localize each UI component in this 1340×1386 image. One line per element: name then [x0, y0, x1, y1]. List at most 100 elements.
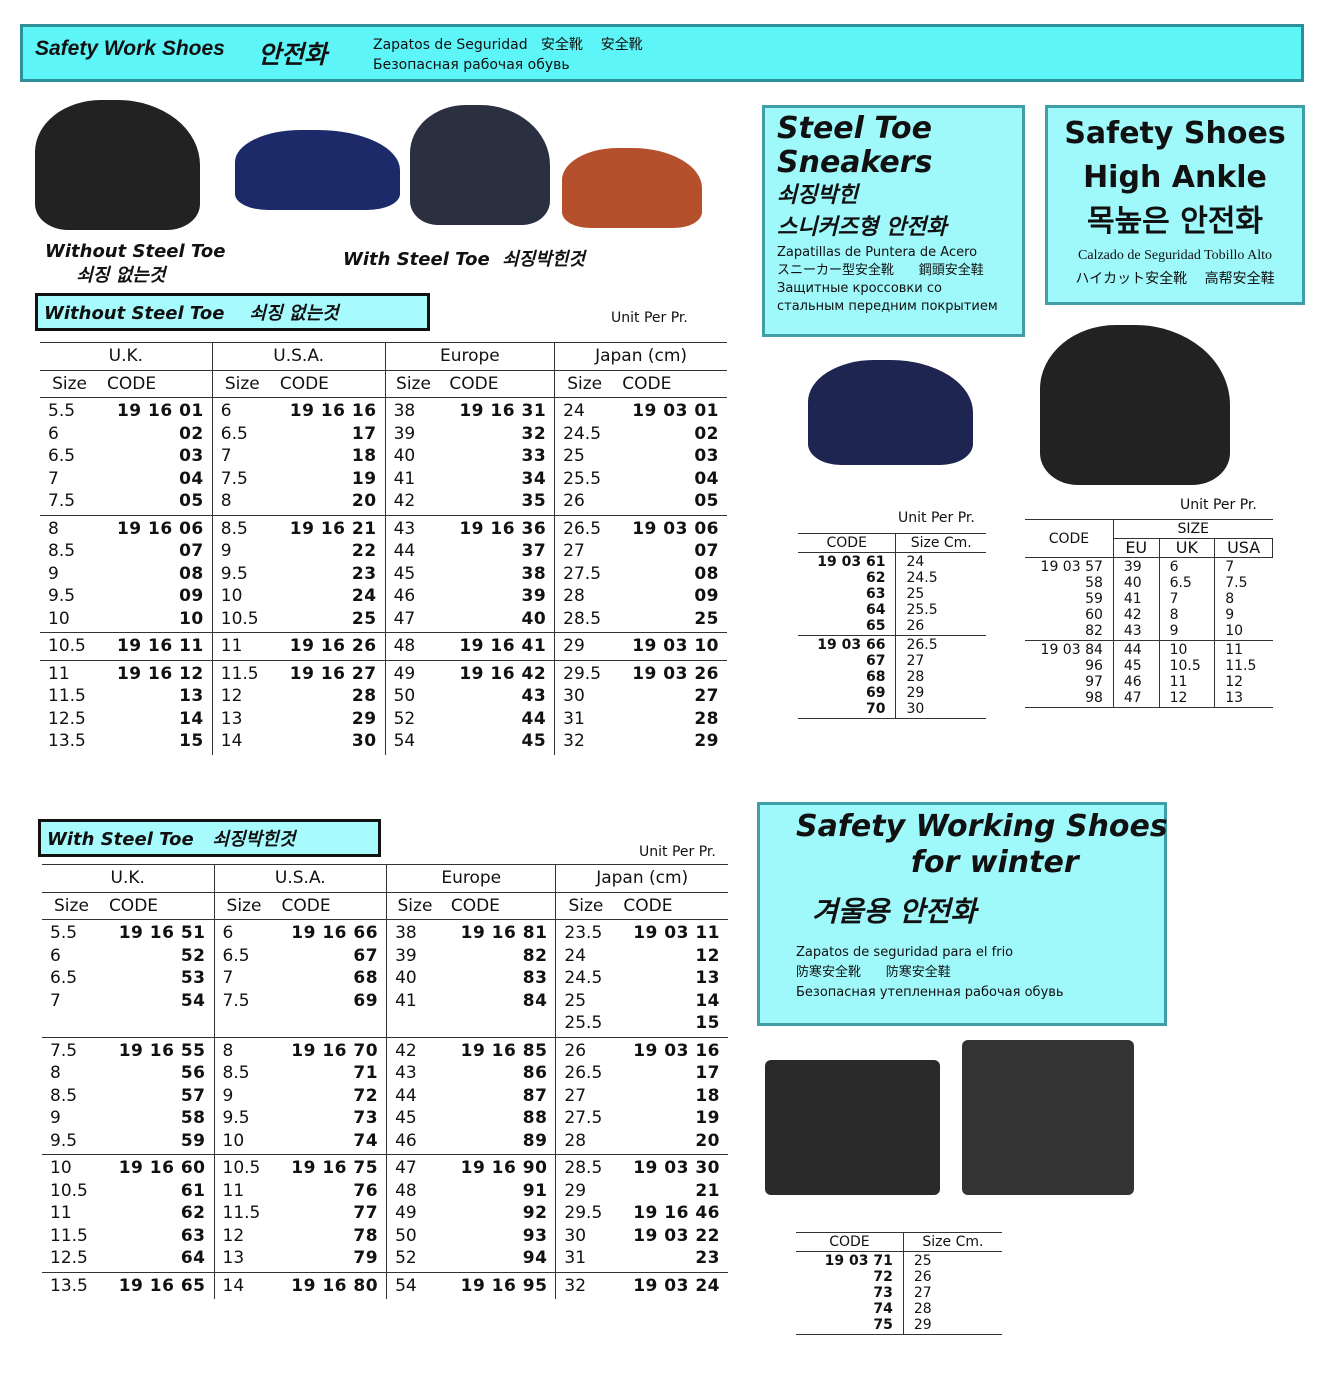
- column-header: CODE: [615, 892, 728, 920]
- size-cell: 38 39 40 41 42: [384, 397, 442, 515]
- size-cell: 42 43 44 45 46: [386, 1036, 443, 1155]
- column-header: Size: [40, 370, 100, 398]
- column-header: CODE: [1025, 519, 1114, 558]
- column-header: CODE: [99, 370, 213, 398]
- code-cell: 19 16 55 56 57 58 59: [100, 1036, 215, 1155]
- column-header: Size: [213, 892, 274, 920]
- size-cell: 14: [213, 1271, 274, 1299]
- code-cell: 19 03 84 96 97 98: [1025, 640, 1114, 708]
- size-cell: 26 26.5 27 27.5 28: [555, 1036, 616, 1155]
- code-cell: 19 16 81 82 83 84: [442, 919, 556, 1037]
- code-cell: 19 16 80: [273, 1271, 387, 1299]
- size-cell: 11 11.5 12 13: [1225, 642, 1257, 706]
- size-cell: 5.5 6 6.5 7 7.5: [40, 397, 100, 515]
- winter-size-table: CODE Size Cm. 19 03 71 72 73 74 75 25 26 27…: [796, 1232, 1002, 1335]
- code-cell: 19 16 42 43 44 45: [441, 659, 555, 755]
- winter-subtitle: Zapatos de seguridad para el frio 防寒安全靴 …: [796, 945, 1064, 1000]
- column-header: UK: [1159, 538, 1216, 558]
- size-cell: 38 39 40 41: [386, 919, 443, 1037]
- size-cell: 8.5 9 9.5 10 10.5: [211, 514, 272, 633]
- code-cell: 19 16 75 76 77 78 79: [273, 1154, 387, 1272]
- header-subtitle: Zapatos de Seguridad 安全靴 安全靴 Безопасная …: [373, 37, 643, 73]
- column-header: CODE: [271, 370, 386, 398]
- group-header: U.S.A.: [213, 864, 387, 893]
- table-row: 10.5 19 16 11 11 19 16 26 48 19 16 41 29 19 03 …: [40, 632, 727, 660]
- table-row: 13.5 19 16 65 14 19 16 80 54 19 16 95 32 19 03 …: [42, 1271, 728, 1299]
- size-cell: 10 10.5 11 11.5 12.5: [42, 1154, 101, 1272]
- header-banner: Safety Work Shoes 안전화 Zapatos de Segurid…: [20, 24, 1304, 82]
- size-cell: 48: [384, 632, 442, 660]
- code-cell: 19 16 12 13 14 15: [99, 659, 213, 755]
- code-cell: 19 16 11: [99, 632, 213, 660]
- table-row: 19 03 84 96 97 98 44 45 46 47 10 10.5 11 1…: [1025, 640, 1273, 708]
- size-table-without-steel-toe: U.K. U.S.A. Europe Japan (cm) Size CODE Size CO…: [40, 342, 727, 755]
- group-header: Europe: [384, 342, 555, 371]
- sneakers-box: Steel Toe Sneakers 쇠징박힌 스니커즈형 안전화 Zapati…: [762, 105, 1025, 337]
- code-cell: 19 03 61 62 63 64 65: [798, 552, 897, 636]
- size-cell: 13.5: [42, 1271, 101, 1299]
- group-header: Europe: [386, 864, 556, 893]
- size-cell: 43 44 45 46 47: [384, 514, 442, 633]
- code-cell: 19 16 36 37 38 39 40: [441, 514, 555, 633]
- size-cell: 5.5 6 6.5 7: [42, 919, 101, 1037]
- high-ankle-size-table: CODE SIZE EU UK USA 19 03 57 58 59 60 82 39 40…: [1025, 519, 1273, 708]
- boot-image: [35, 100, 200, 230]
- size-cell: 24 24.5 25 25.5 26: [906, 554, 938, 634]
- sneaker-image: [808, 360, 973, 465]
- size-cell: 7 7.5 8 9 10: [1225, 559, 1248, 639]
- high-ankle-title-ko: 목높은 안전화: [1086, 204, 1264, 239]
- column-header: CODE: [441, 370, 555, 398]
- column-header: SIZE: [1113, 519, 1273, 539]
- size-cell: 11: [211, 632, 272, 660]
- code-cell: 19 03 24: [615, 1271, 728, 1299]
- column-header: EU: [1113, 538, 1160, 558]
- code-cell: 19 03 30 21 19 16 46 19 03 22 23: [615, 1154, 728, 1272]
- code-cell: 19 16 16 17 18 19 20: [271, 397, 386, 515]
- size-cell: 47 48 49 50 52: [386, 1154, 443, 1272]
- code-cell: 19 16 51 52 53 54: [100, 919, 215, 1037]
- high-ankle-subtitle: Calzado de Seguridad Tobillo Alto ハイカット安…: [1075, 248, 1275, 287]
- code-cell: 19 03 06 07 08 09 25: [614, 514, 727, 633]
- code-cell: 19 03 57 58 59 60 82: [1025, 557, 1114, 641]
- size-cell: 6 6.5 7 7.5 8: [211, 397, 272, 515]
- table-row: 19 03 61 62 63 64 65 24 24.5 25 25.5 26: [798, 552, 986, 636]
- table2-title-bar: With Steel Toe 쇠징박힌것: [38, 819, 381, 857]
- size-cell: 26.5 27 27.5 28 28.5: [554, 514, 615, 633]
- size-cell: 28.5 29 29.5 30 31: [555, 1154, 616, 1272]
- size-cell: 11.5 12 13 14: [211, 659, 272, 755]
- size-cell: 8 8.5 9 9.5 10: [213, 1036, 274, 1155]
- table-row: 19 03 66 67 68 69 70 26.5 27 28 29 30: [798, 635, 986, 719]
- group-header: Japan (cm): [555, 864, 728, 893]
- column-header: CODE: [614, 370, 727, 398]
- column-header: Size: [384, 370, 442, 398]
- size-cell: 8 8.5 9 9.5 10: [40, 514, 100, 633]
- table-row: 5.5 6 6.5 7 19 16 51 52 53 54 6 6.5 7 7.5 1…: [42, 919, 728, 1037]
- table-row: 7.5 8 8.5 9 9.5 19 16 55 56 57 58 59 8 8.5…: [42, 1036, 728, 1155]
- size-cell: 6 6.5 7 7.5: [213, 919, 274, 1037]
- sneakers-title-ko: 쇠징박힌 스니커즈형 안전화: [777, 183, 947, 240]
- table-row: 19 03 71 72 73 74 75 25 26 27 28 29: [796, 1251, 1002, 1335]
- column-header: CODE: [273, 892, 387, 920]
- table-row: 11 11.5 12.5 13.5 19 16 12 13 14 15 11.5 1…: [40, 659, 727, 755]
- code-cell: 19 03 66 67 68 69 70: [798, 635, 897, 719]
- high-ankle-image: [1040, 325, 1230, 485]
- code-cell: 19 16 27 28 29 30: [271, 659, 386, 755]
- with-steel-toe-label: With Steel Toe 쇠징박힌것: [343, 249, 585, 270]
- code-cell: 19 16 95: [442, 1271, 556, 1299]
- high-ankle-box: Safety Shoes High Ankle 목높은 안전화 Calzado …: [1045, 105, 1305, 305]
- size-cell: 7.5 8 8.5 9 9.5: [42, 1036, 101, 1155]
- shoe-image-blue: [235, 130, 400, 210]
- column-header: USA: [1214, 538, 1273, 558]
- table-row: 19 03 57 58 59 60 82 39 40 41 42 43 6 6.5 …: [1025, 557, 1273, 641]
- size-cell: 10.5 11 11.5 12 13: [213, 1154, 274, 1272]
- size-cell: 49 50 52 54: [384, 659, 442, 755]
- code-cell: 19 03 11 12 13 14 15: [615, 919, 728, 1037]
- code-cell: 19 16 41: [441, 632, 555, 660]
- winter-shoe-image-1: [765, 1060, 940, 1195]
- code-cell: 19 03 01 02 03 04 05: [614, 397, 727, 515]
- unit-label: Unit Per Pr.: [639, 844, 716, 860]
- code-cell: 19 16 65: [100, 1271, 215, 1299]
- group-header: U.S.A.: [211, 342, 386, 371]
- code-cell: 19 16 06 07 08 09 10: [99, 514, 213, 633]
- code-cell: 19 03 71 72 73 74 75: [796, 1251, 904, 1335]
